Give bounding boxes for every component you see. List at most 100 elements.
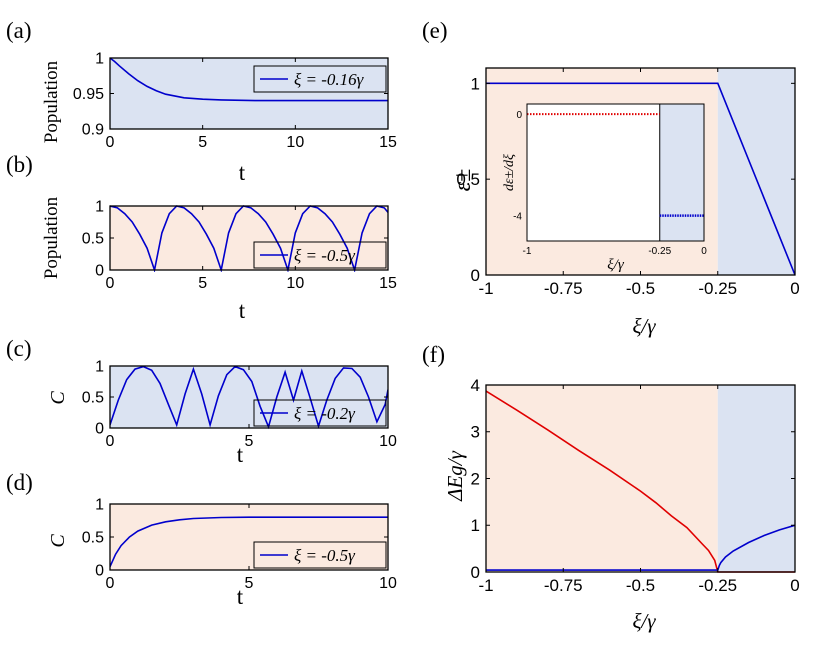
panel-c: (c) 0 5 10 0 0.5 1 ξ = -0.2γ t C bbox=[6, 336, 397, 467]
y-tick-label: 0.9 bbox=[82, 122, 104, 139]
x-tick-label: 5 bbox=[198, 275, 207, 292]
y-tick-label: 2 bbox=[471, 469, 480, 488]
y-tick-label: 0 bbox=[95, 563, 104, 580]
x-tick-label: 0 bbox=[106, 433, 115, 450]
x-tick-label: 0 bbox=[790, 576, 799, 595]
panel-label-f: (f) bbox=[422, 342, 445, 367]
y-tick-label: 1 bbox=[471, 516, 480, 535]
x-tick-label: 10 bbox=[286, 275, 304, 292]
x-tick-label: -1 bbox=[478, 576, 493, 595]
legend-box bbox=[253, 241, 387, 269]
panel-label-d: (d) bbox=[6, 470, 33, 495]
x-tick-label: 5 bbox=[245, 575, 254, 592]
series-line-blue-0 bbox=[486, 82, 795, 276]
xlabel-c: t bbox=[237, 442, 244, 467]
plot-a: 0 5 10 15 0.9 0.95 1 ξ = -0.16γ bbox=[73, 51, 397, 151]
panel-a: (a) 0 5 10 15 0.9 0.95 1 ξ = -0.16γ t Populatio… bbox=[6, 18, 397, 185]
x-tick-label: 15 bbox=[379, 275, 397, 292]
x-tick-label: 10 bbox=[379, 575, 397, 592]
xlabel-b: t bbox=[239, 298, 246, 323]
inset-y-tick-label: 0 bbox=[516, 110, 522, 121]
legend-box bbox=[253, 65, 387, 93]
legend-box bbox=[253, 399, 387, 427]
x-tick-label: -0.5 bbox=[626, 576, 655, 595]
plot-c: 0 5 10 0 0.5 1 ξ = -0.2γ bbox=[82, 359, 397, 450]
series-line-blue-1 bbox=[486, 524, 795, 571]
legend-label: ξ = -0.16γ bbox=[294, 70, 365, 89]
ylabel-b: Population bbox=[41, 196, 62, 279]
x-tick-label: -0.75 bbox=[544, 279, 583, 298]
x-tick-label: -0.25 bbox=[698, 576, 737, 595]
panel-label-b: (b) bbox=[6, 152, 33, 177]
xlabel-f: ξ/γ bbox=[632, 609, 656, 633]
x-tick-label: 15 bbox=[379, 134, 397, 151]
ylabel-c: C bbox=[47, 391, 69, 405]
panel-label-c: (c) bbox=[6, 336, 32, 361]
plot-background bbox=[110, 58, 388, 129]
y-tick-label: 0 bbox=[95, 263, 104, 280]
legend: ξ = -0.5γ bbox=[253, 541, 387, 569]
panel-label-a: (a) bbox=[6, 18, 32, 43]
x-tick-label: 5 bbox=[198, 134, 207, 151]
y-tick-label: 1 bbox=[95, 51, 104, 68]
x-tick-label: -0.5 bbox=[626, 279, 655, 298]
ylabel-e: ε± bbox=[450, 169, 476, 192]
x-tick-label: 0 bbox=[106, 275, 115, 292]
shade-region-right bbox=[717, 68, 795, 275]
legend-label: ξ = -0.5γ bbox=[294, 246, 356, 265]
inset-background-left bbox=[527, 104, 660, 241]
legend: ξ = -0.16γ bbox=[253, 65, 387, 93]
x-tick-label: 0 bbox=[106, 134, 115, 151]
series-line-blue-0 bbox=[110, 516, 388, 568]
shade-region-right bbox=[717, 385, 795, 572]
plot-f: -1 -0.75 -0.5 -0.25 0 0 1 2 3 4 bbox=[471, 376, 800, 595]
legend-label: ξ = -0.5γ bbox=[294, 546, 356, 565]
xlabel-a: t bbox=[239, 160, 246, 185]
panel-d: (d) 0 5 10 0 0.5 1 ξ = -0.5γ t C bbox=[6, 470, 397, 609]
y-tick-label: 0.5 bbox=[82, 530, 104, 547]
y-tick-label: 0.5 bbox=[82, 390, 104, 407]
x-tick-label: -0.25 bbox=[698, 279, 737, 298]
x-tick-label: 5 bbox=[245, 433, 254, 450]
inset-ylabel: dε±/dξ bbox=[502, 154, 517, 191]
xlabel-e: ξ/γ bbox=[632, 314, 656, 338]
x-tick-label: 10 bbox=[379, 433, 397, 450]
plot-b: 0 5 10 15 0 0.5 1 ξ = -0.5γ bbox=[82, 199, 397, 292]
panel-label-e: (e) bbox=[422, 18, 448, 43]
plot-e: -1 -0.75 -0.5 -0.25 0 0 0.5 1 -1 -0.25 0 0 -4 ξ/γ dε±/… bbox=[456, 67, 800, 298]
x-tick-label: 0 bbox=[790, 279, 799, 298]
y-tick-label: 0 bbox=[471, 266, 480, 285]
x-tick-label: 10 bbox=[286, 134, 304, 151]
y-tick-label: 1 bbox=[95, 199, 104, 216]
inset-xlabel: ξ/γ bbox=[607, 257, 625, 273]
x-tick-label: -0.75 bbox=[544, 576, 583, 595]
legend-box bbox=[253, 541, 387, 569]
inset-frame bbox=[526, 103, 705, 242]
x-tick-label: -1 bbox=[478, 279, 493, 298]
series-line-red-0 bbox=[486, 390, 795, 573]
inset: -1 -0.25 0 0 -4 ξ/γ dε±/dξ bbox=[502, 103, 707, 273]
y-tick-label: 4 bbox=[471, 376, 480, 395]
inset-y-tick-label: -4 bbox=[513, 212, 522, 223]
panel-b: (b) 0 5 10 15 0 0.5 1 ξ = -0.5γ t Population bbox=[6, 152, 397, 323]
inset-x-tick-label: 0 bbox=[701, 246, 707, 257]
shade-region-left bbox=[486, 385, 718, 572]
panel-f: (f) -1 -0.75 -0.5 -0.25 0 0 1 2 3 4 ξ/γ ΔEg/γ bbox=[422, 342, 800, 633]
ylabel-f: ΔEg/γ bbox=[443, 450, 467, 501]
panel-e: (e) -1 -0.75 -0.5 -0.25 0 0 0.5 1 -1 -0.25 0 0 -4 ξ/γ… bbox=[422, 18, 800, 338]
y-tick-label: 1 bbox=[95, 359, 104, 376]
ylabel-d: C bbox=[47, 534, 69, 548]
plot-d: 0 5 10 0 0.5 1 ξ = -0.5γ bbox=[82, 497, 397, 592]
y-tick-label: 1 bbox=[471, 74, 480, 93]
y-tick-label: 0.5 bbox=[456, 170, 480, 189]
y-tick-label: 3 bbox=[471, 423, 480, 442]
y-tick-label: 0.5 bbox=[82, 231, 104, 248]
y-tick-label: 0 bbox=[471, 563, 480, 582]
legend-label: ξ = -0.2γ bbox=[294, 404, 356, 423]
y-tick-label: 1 bbox=[95, 497, 104, 514]
ylabel-a: Population bbox=[41, 60, 62, 143]
inset-background-right bbox=[659, 104, 704, 241]
x-tick-label: 0 bbox=[106, 575, 115, 592]
legend: ξ = -0.2γ bbox=[253, 399, 387, 427]
